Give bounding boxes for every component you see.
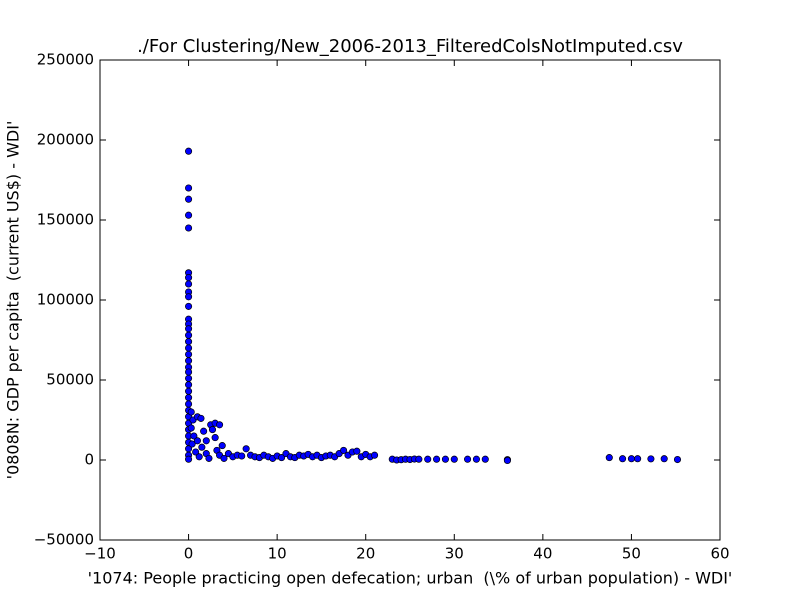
x-tick-label: 10 — [268, 545, 287, 563]
x-tick-label: 60 — [710, 545, 729, 563]
point — [190, 432, 198, 440]
point — [185, 387, 193, 395]
point — [441, 455, 449, 463]
point — [464, 455, 472, 463]
point — [647, 455, 655, 463]
point — [185, 374, 193, 382]
point — [208, 426, 217, 434]
point — [185, 274, 193, 282]
point — [185, 455, 193, 463]
point — [278, 454, 286, 462]
point — [195, 453, 203, 461]
point — [481, 455, 489, 463]
point — [673, 455, 682, 464]
point — [185, 368, 193, 376]
point — [185, 331, 193, 339]
x-axis-label: '1074: People practicing open defecation… — [88, 569, 733, 588]
point — [198, 443, 206, 451]
y-tick-label: 150000 — [37, 211, 94, 229]
point — [205, 454, 213, 462]
point — [185, 350, 193, 358]
x-tick-label: 20 — [356, 545, 375, 563]
y-tick-label: 100000 — [37, 291, 94, 309]
x-tick-label: 0 — [184, 545, 194, 563]
y-axis-label: '0808N: GDP per capita (current US$) - W… — [4, 121, 23, 480]
point — [415, 455, 423, 463]
x-tick-label: 30 — [445, 545, 464, 563]
y-tick-label: 200000 — [37, 131, 94, 149]
point — [472, 455, 480, 463]
point — [220, 454, 228, 462]
point — [185, 147, 193, 155]
y-tick-label: 0 — [84, 451, 94, 469]
point — [185, 381, 193, 389]
point — [619, 455, 627, 463]
x-tick-label: 50 — [622, 545, 641, 563]
plot-area — [100, 60, 720, 540]
point — [242, 445, 250, 453]
point — [185, 293, 193, 301]
point — [216, 421, 224, 429]
x-tick-label: −10 — [84, 545, 116, 563]
point — [185, 344, 193, 352]
point — [200, 427, 208, 435]
point — [185, 184, 193, 192]
point — [340, 446, 348, 454]
point — [211, 434, 219, 442]
plot-frame — [99, 59, 721, 541]
point — [202, 437, 210, 445]
point — [192, 448, 200, 456]
y-tick-label: −50000 — [34, 531, 94, 549]
point — [503, 456, 511, 465]
point — [193, 437, 201, 445]
point — [424, 455, 432, 463]
point — [185, 211, 193, 219]
x-tick-label: 40 — [533, 545, 552, 563]
point — [185, 394, 193, 402]
point — [433, 455, 441, 463]
point — [605, 454, 613, 462]
y-tick-label: 250000 — [37, 51, 94, 69]
point — [188, 440, 196, 448]
point — [185, 302, 193, 310]
point — [450, 455, 458, 463]
point — [185, 280, 193, 288]
point — [627, 455, 635, 463]
point — [185, 338, 193, 346]
point — [185, 357, 193, 365]
point — [187, 424, 195, 432]
y-tick-label: 50000 — [46, 371, 94, 389]
point — [238, 452, 246, 460]
point — [185, 224, 193, 232]
point — [634, 455, 642, 463]
point — [187, 408, 195, 416]
point — [218, 442, 226, 450]
point — [185, 195, 193, 203]
point — [185, 325, 193, 333]
point — [197, 414, 205, 422]
chart-title: ./For Clustering/New_2006-2013_FilteredC… — [137, 36, 683, 57]
point — [185, 400, 193, 408]
point — [660, 455, 668, 463]
point — [353, 447, 361, 455]
point — [371, 451, 379, 459]
